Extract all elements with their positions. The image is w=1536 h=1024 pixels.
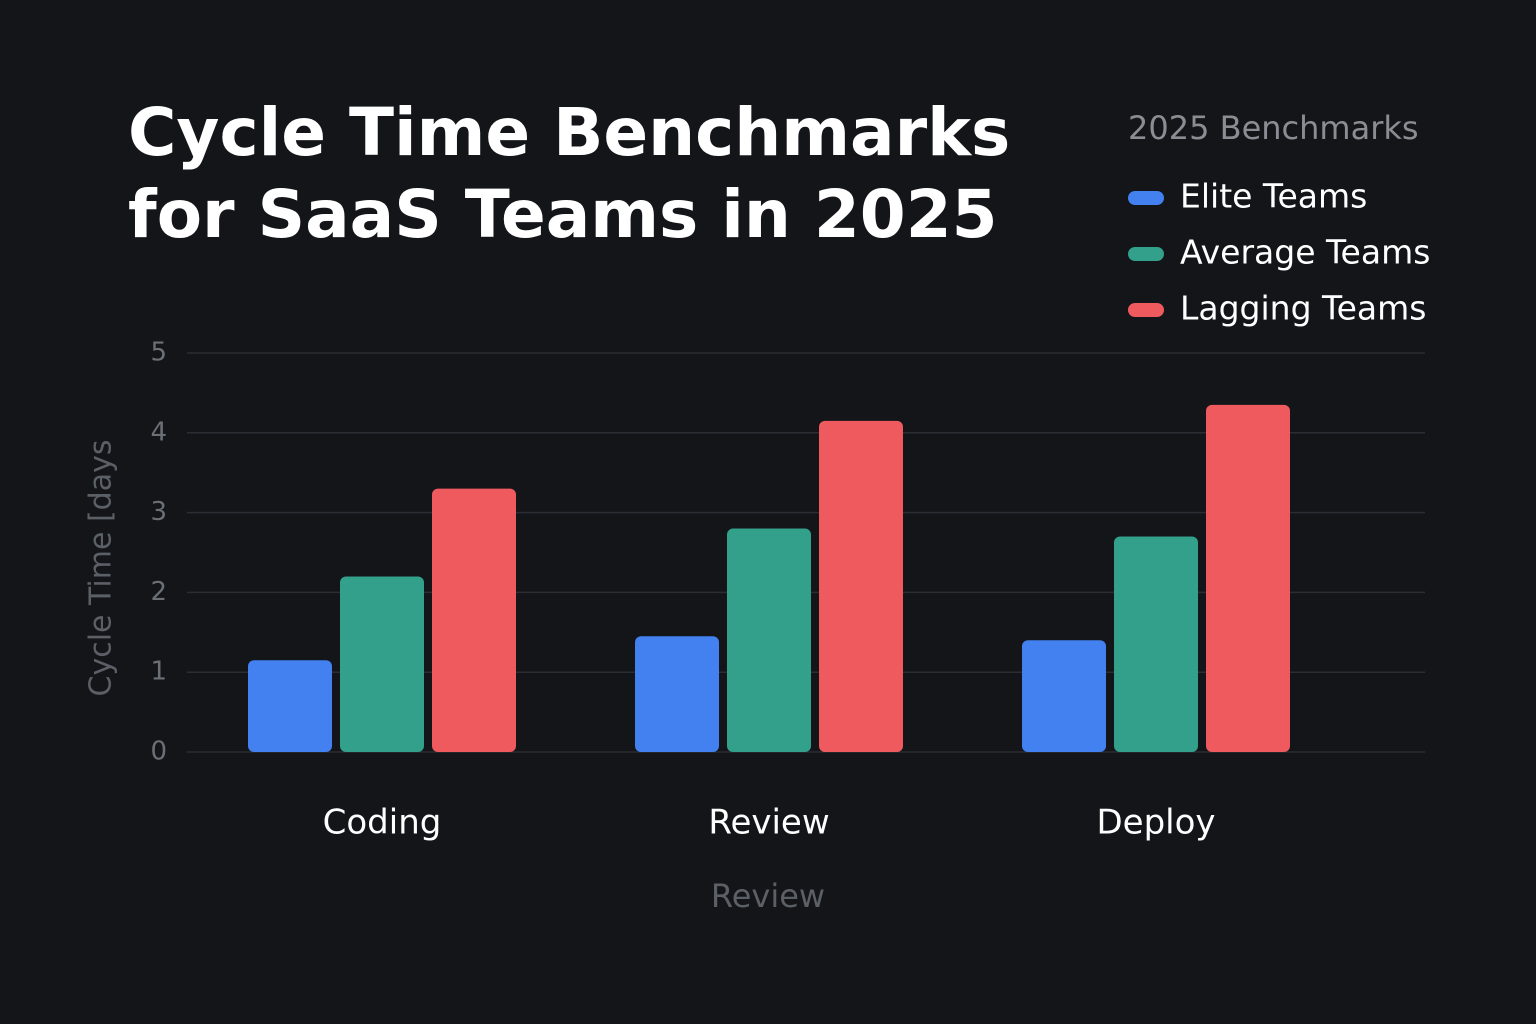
y-tick-label: 4 (150, 417, 167, 447)
x-tick-label: Review (708, 803, 829, 843)
bar (819, 420, 903, 752)
x-tick-label: Deploy (1096, 803, 1215, 843)
bar (1206, 404, 1290, 752)
chart-title: Cycle Time Benchmarks for SaaS Teams in … (128, 94, 1011, 253)
bar (1022, 640, 1106, 752)
bar (727, 528, 811, 752)
x-tick-label: Coding (323, 803, 442, 843)
y-tick-label: 0 (150, 737, 167, 767)
bar (1114, 536, 1198, 752)
bar (340, 576, 424, 752)
legend-swatch (1128, 303, 1164, 317)
bar (635, 636, 719, 752)
y-tick-label: 1 (150, 657, 167, 687)
legend-label: Elite Teams (1180, 177, 1367, 216)
bar (432, 488, 516, 752)
legend-title: 2025 Benchmarks (1128, 109, 1419, 147)
x-axis-label: Review (711, 877, 825, 915)
legend-label: Average Teams (1180, 233, 1430, 272)
y-axis-label: Cycle Time [days (84, 440, 119, 697)
bar (248, 660, 332, 752)
legend-swatch (1128, 191, 1164, 205)
y-tick-label: 2 (150, 577, 167, 607)
y-tick-label: 3 (150, 497, 167, 527)
legend-swatch (1128, 247, 1164, 261)
y-tick-label: 5 (150, 338, 167, 368)
legend-label: Lagging Teams (1180, 289, 1426, 328)
